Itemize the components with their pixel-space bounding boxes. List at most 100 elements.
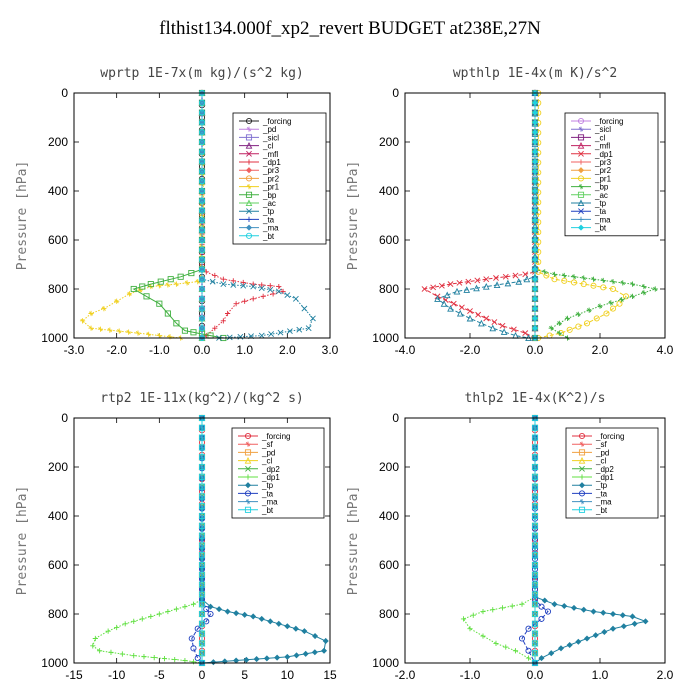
legend-marker	[578, 482, 586, 489]
data-point	[531, 315, 539, 322]
data-point	[575, 323, 582, 330]
legend-marker	[244, 482, 252, 489]
data-point	[480, 608, 486, 615]
data-point	[531, 503, 539, 510]
legend: _forcing_sicl_cl_mfl_dp1_pr3_pr2_pr1_bp_…	[564, 112, 659, 237]
y-tick-label: 400	[379, 184, 399, 198]
data-point	[310, 315, 316, 322]
data-point	[101, 306, 107, 312]
data-point	[609, 305, 617, 312]
data-point	[280, 288, 286, 295]
data-point	[105, 628, 111, 634]
data-point	[475, 311, 482, 318]
chart-panel-4: thlp2 1E-4x(K^2)/s Pressure [hPa] -2.0 -1.0…	[346, 391, 674, 682]
series-dp1	[421, 90, 538, 341]
series-tp	[434, 89, 539, 342]
x-tick-label: 5	[241, 668, 248, 682]
legend-entry: _dp1	[594, 150, 613, 159]
legend-entry: _sf	[261, 440, 273, 449]
data-point	[156, 611, 162, 617]
data-point	[198, 640, 206, 647]
data-point	[561, 603, 568, 610]
x-tick-label: 2.0	[592, 343, 609, 357]
series-line	[521, 418, 549, 664]
data-point	[258, 285, 265, 292]
figure-title: flthist134.000f_xp2_revert BUDGET at238E…	[159, 18, 541, 39]
data-point	[509, 603, 515, 609]
data-point	[302, 650, 309, 657]
data-point	[275, 620, 282, 627]
data-point	[502, 273, 509, 280]
data-point	[489, 324, 497, 332]
data-point	[629, 281, 636, 287]
data-point	[126, 291, 133, 297]
data-point	[641, 290, 647, 296]
data-point	[503, 644, 509, 650]
data-point	[525, 655, 532, 661]
series-line	[537, 93, 627, 339]
data-point	[531, 630, 539, 637]
data-point	[467, 308, 473, 314]
data-point	[184, 280, 190, 286]
x-tick-label: 15	[323, 668, 337, 682]
data-point	[198, 650, 206, 657]
panel-title: wprtp 1E-7x(m kg)/(s^2 kg)	[100, 66, 304, 81]
data-point	[322, 637, 329, 644]
legend-marker	[245, 441, 251, 447]
data-point	[156, 300, 163, 307]
data-point	[531, 178, 539, 185]
legend-marker	[245, 141, 253, 149]
data-point	[194, 655, 201, 662]
data-point	[301, 305, 308, 312]
data-point	[548, 325, 554, 331]
y-tick-label: 1000	[41, 656, 68, 670]
data-point	[198, 542, 206, 549]
data-point	[512, 648, 519, 654]
y-axis-label: Pressure [hPa]	[346, 161, 361, 271]
data-point	[551, 271, 558, 277]
x-tick-label: -15	[65, 668, 83, 682]
legend-entry: _ma	[594, 215, 611, 224]
legend-marker	[578, 216, 584, 222]
legend-entry: _pr3	[262, 166, 280, 175]
y-tick-label: 400	[379, 509, 399, 523]
data-point	[198, 581, 206, 588]
data-point	[198, 503, 206, 510]
data-point	[88, 325, 94, 331]
data-point	[515, 278, 523, 285]
data-point	[268, 331, 275, 337]
legend-entry: _bp	[594, 183, 609, 192]
data-point	[198, 601, 206, 608]
data-point	[216, 606, 223, 613]
legend-marker	[245, 465, 251, 472]
data-point	[531, 207, 539, 214]
y-tick-label: 800	[379, 282, 399, 296]
data-point	[172, 656, 178, 663]
x-tick-label: 0.0	[527, 668, 544, 682]
data-point	[531, 197, 539, 204]
data-point	[531, 591, 539, 598]
legend-entry: _pr1	[262, 183, 280, 192]
data-point	[198, 276, 206, 283]
data-point	[198, 148, 206, 155]
data-point	[284, 292, 291, 299]
data-point	[116, 328, 122, 334]
legend-marker	[245, 474, 251, 480]
data-point	[467, 626, 473, 632]
data-point	[600, 277, 606, 284]
data-point	[531, 434, 539, 441]
data-point	[575, 638, 582, 645]
data-point	[531, 325, 539, 332]
legend-marker	[578, 449, 586, 456]
data-point	[139, 283, 146, 290]
data-point	[480, 633, 486, 639]
data-point	[250, 296, 256, 302]
data-point	[590, 276, 597, 282]
data-point	[570, 279, 578, 286]
legend-marker	[246, 216, 252, 222]
legend-marker	[244, 432, 252, 440]
series-bp	[130, 89, 227, 342]
plot-frame	[73, 417, 331, 664]
data-point	[531, 305, 539, 312]
data-point	[198, 197, 206, 204]
